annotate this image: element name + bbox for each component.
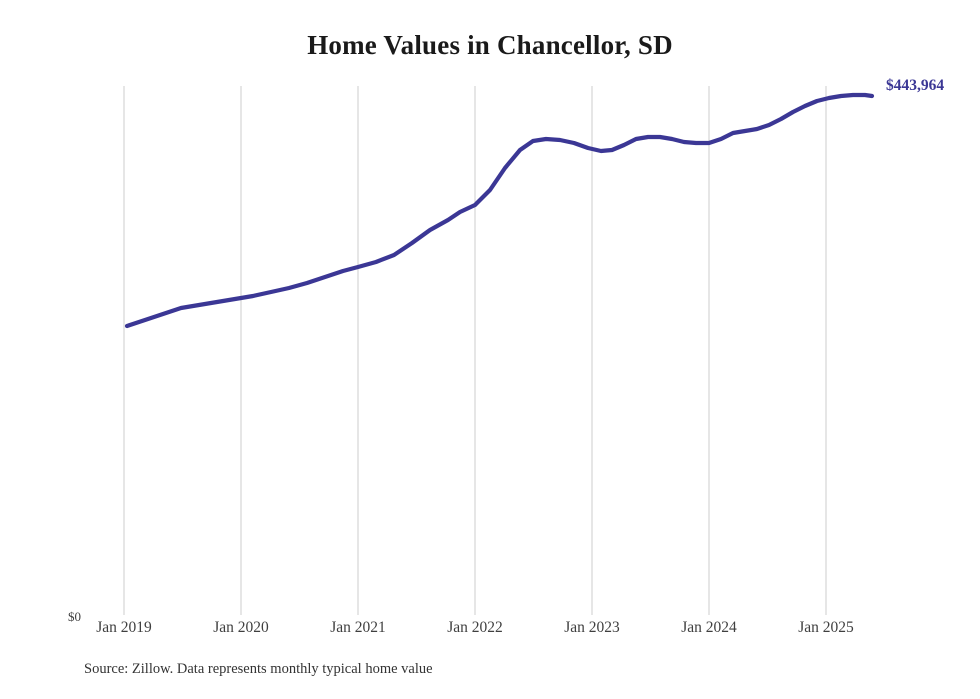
x-tick-jan-2025: Jan 2025: [798, 619, 854, 636]
x-tick-jan-2022: Jan 2022: [447, 619, 503, 636]
y-axis-zero-label: $0: [68, 609, 81, 624]
end-value-label: $443,964: [886, 77, 945, 94]
source-note: Source: Zillow. Data represents monthly …: [84, 661, 433, 677]
x-tick-jan-2020: Jan 2020: [213, 619, 269, 636]
x-tick-jan-2021: Jan 2021: [330, 619, 386, 636]
home-value-line: [124, 92, 875, 329]
x-tick-jan-2019: Jan 2019: [96, 619, 152, 636]
x-tick-jan-2024: Jan 2024: [681, 619, 737, 636]
x-tick-jan-2023: Jan 2023: [564, 619, 620, 636]
gridlines-group: [123, 86, 827, 615]
chart-title: Home Values in Chancellor, SD: [307, 30, 673, 60]
